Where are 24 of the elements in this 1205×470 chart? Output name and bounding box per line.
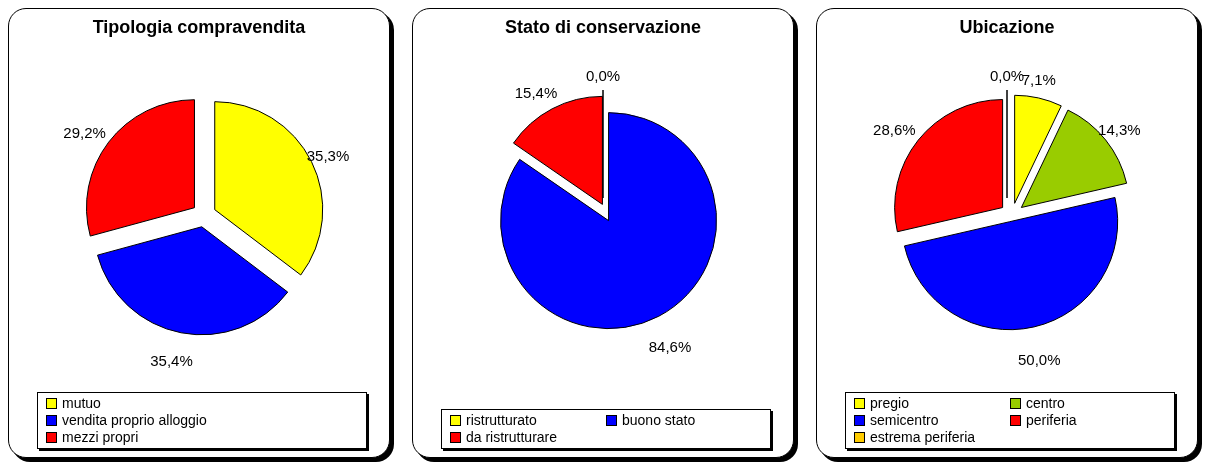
legend-label: semicentro bbox=[870, 412, 939, 429]
data-label: 15,4% bbox=[514, 83, 558, 101]
data-label: 50,0% bbox=[1018, 350, 1061, 368]
legend-label: vendita proprio alloggio bbox=[62, 412, 207, 429]
chart-title: Ubicazione bbox=[958, 17, 1056, 38]
legend-label: centro bbox=[1026, 395, 1065, 412]
data-label: 35,3% bbox=[306, 146, 350, 164]
data-label: 28,6% bbox=[873, 120, 916, 138]
legend-label: da ristrutturare bbox=[466, 429, 558, 446]
legend-label: ristrutturato bbox=[466, 412, 537, 429]
text: 0,0% bbox=[585, 66, 621, 84]
legend-label: periferia bbox=[1026, 412, 1077, 429]
data-label: 29,2% bbox=[63, 123, 106, 141]
chart-title: Tipologia compravendita bbox=[91, 17, 307, 38]
text: 0,0% bbox=[989, 66, 1025, 84]
legend-label: mutuo bbox=[62, 395, 101, 412]
data-label: 14,3% bbox=[1098, 120, 1141, 138]
chart-title: Stato di conservazione bbox=[503, 17, 703, 38]
legend-label: estrema periferia bbox=[870, 429, 976, 446]
data-label: 35,4% bbox=[150, 351, 193, 369]
legend-label: buono stato bbox=[622, 412, 696, 429]
legend-label: mezzi propri bbox=[62, 429, 139, 446]
data-label: 84,6% bbox=[648, 337, 692, 355]
legend-label: pregio bbox=[870, 395, 909, 412]
